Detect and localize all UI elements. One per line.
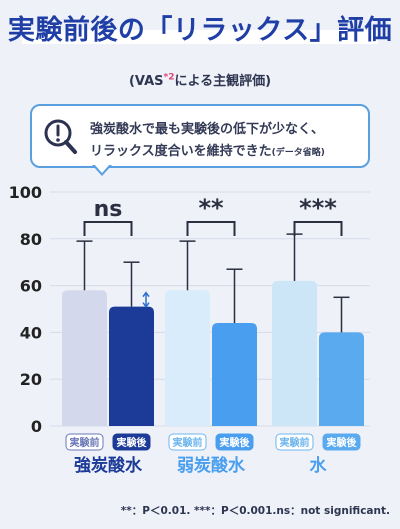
- bar-label: 実験後: [327, 436, 358, 449]
- significance-label: ns: [94, 197, 123, 222]
- callout-text-2: リラックス度合いを維持できた(データ省略): [90, 144, 325, 159]
- bar: [272, 280, 317, 426]
- bar-label-pill: [215, 433, 254, 451]
- bar-label-pill: [322, 433, 361, 451]
- footnote: **：P＜0.01. ***：P＜0.001.ns：not significan…: [120, 505, 390, 517]
- page-title: 実験前後の「リラックス」評価: [7, 15, 393, 46]
- bar-label: 実験前: [280, 436, 310, 449]
- bar-chart: 0 20 40 60 80 100 実験前 実験後 ns 強炭酸水 実験前 実験後 ** 弱炭酸水 実験前 実…: [9, 183, 370, 476]
- bar-label: 実験後: [220, 436, 251, 449]
- significance-label: ***: [299, 194, 337, 222]
- category-label: 強炭酸水: [74, 455, 143, 476]
- category-label: 弱炭酸水: [177, 455, 246, 476]
- callout-text-1: 強炭酸水で最も実験後の低下が少なく、: [90, 122, 325, 137]
- y-tick-label: 0: [31, 417, 42, 436]
- y-tick-label: 20: [20, 370, 42, 389]
- bar: [62, 290, 107, 426]
- significance-bracket: [186, 221, 236, 236]
- y-tick-label: 80: [20, 230, 42, 249]
- bar: [319, 332, 364, 426]
- significance-bracket: [83, 221, 133, 236]
- significance-label: **: [198, 194, 224, 222]
- bar: [165, 290, 210, 426]
- callout-note: (データ省略): [271, 148, 325, 158]
- y-tick-label: 100: [9, 183, 42, 202]
- change-arrow-head-down: [142, 302, 150, 308]
- magnifier-exclamation-icon: [44, 119, 77, 154]
- change-arrow-head-up: [142, 291, 150, 298]
- bar-label-pill: [275, 433, 314, 451]
- bar-label: 実験前: [70, 436, 100, 449]
- bar-label: 実験前: [173, 436, 203, 449]
- callout-box: 強炭酸水で最も実験後の低下が少なく、 リラックス度合いを維持できた(データ省略): [30, 104, 370, 168]
- bar-label: 実験後: [117, 436, 148, 449]
- bar-label-pill: [65, 433, 104, 451]
- bar-label-pill: [168, 433, 207, 451]
- bar: [212, 323, 257, 426]
- bar-label-pill: [112, 433, 151, 451]
- y-tick-label: 40: [20, 323, 42, 342]
- category-label: 水: [310, 455, 328, 476]
- title-highlight: [22, 30, 378, 44]
- y-tick-label: 60: [20, 277, 42, 296]
- significance-bracket: [293, 221, 343, 236]
- bar: [109, 306, 154, 426]
- subtitle: (VAS*2による主観評価): [128, 72, 272, 89]
- callout-tail-inner: [94, 164, 110, 173]
